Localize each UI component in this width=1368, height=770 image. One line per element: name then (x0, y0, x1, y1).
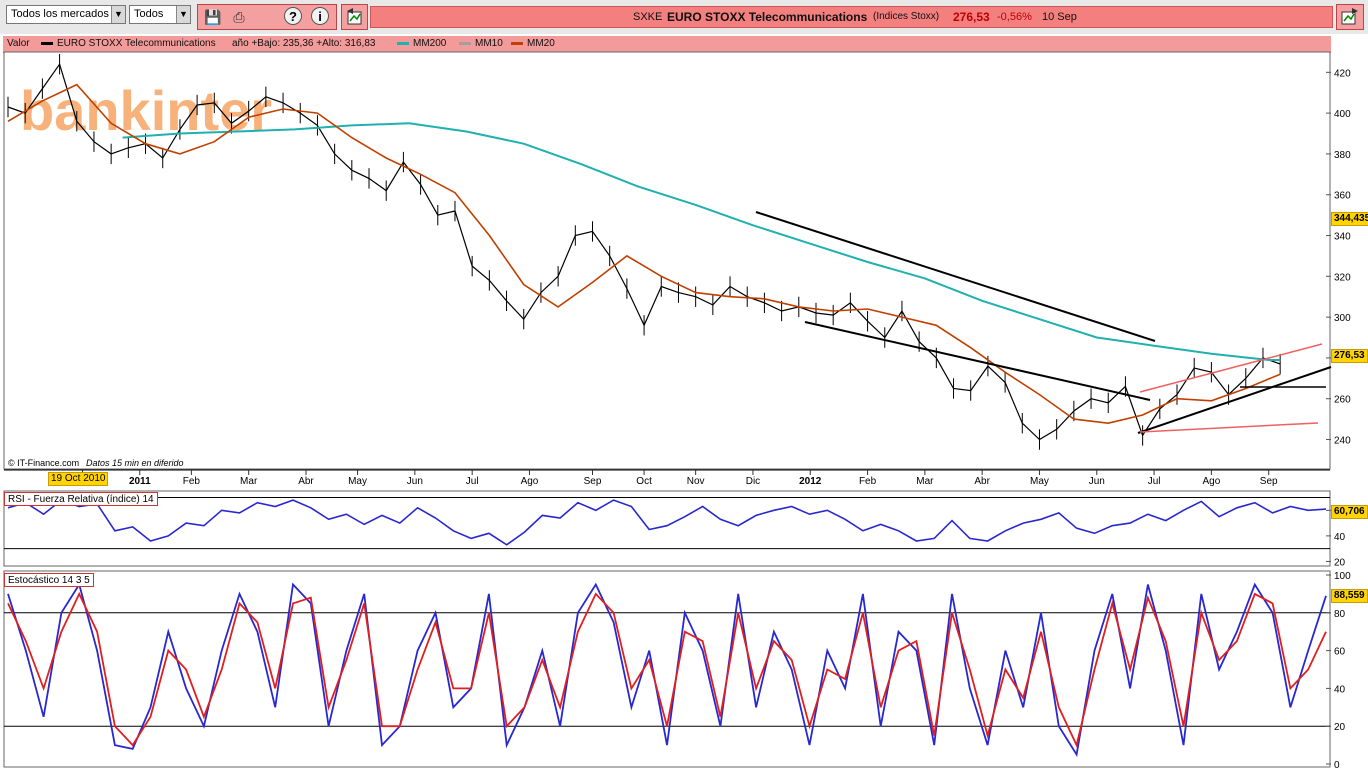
filter-select[interactable]: Todos ▼ (129, 5, 191, 24)
legend-mm200: MM200 (397, 38, 446, 49)
quote-change: -0,56% (997, 11, 1032, 23)
y-tick-label: 240 (1334, 436, 1351, 447)
y-tick-label: 320 (1334, 272, 1351, 283)
stoch-value-tag: 88,559 (1331, 589, 1368, 603)
legend-range: año +Bajo: 235,36 +Alto: 316,83 (232, 38, 376, 49)
trendline-lower-black (804, 321, 1151, 401)
y-tick-label: 360 (1334, 191, 1351, 202)
save-icon[interactable]: 💾 (204, 9, 222, 25)
rsi-y-tick-label: 20 (1334, 557, 1346, 568)
x-tick-label: Oct (636, 476, 652, 487)
legend-price: EURO STOXX Telecommunications (41, 38, 216, 49)
legend-valor: Valor (7, 38, 30, 49)
mm20-swatch (511, 41, 523, 45)
stoch-y-tick-label: 100 (1334, 571, 1351, 582)
y-tick-label: 400 (1334, 109, 1351, 120)
price-swatch (41, 41, 53, 45)
x-tick-label: Feb (183, 476, 201, 487)
quote-price: 276,53 (953, 10, 990, 24)
y-tick-label: 300 (1334, 313, 1351, 324)
y-tick-label: 340 (1334, 232, 1351, 243)
chevron-down-icon: ▼ (176, 6, 190, 23)
x-tick-label: Jul (466, 476, 479, 487)
chevron-down-icon: ▼ (111, 6, 125, 23)
channel-lower-red (1139, 422, 1319, 433)
help-icon[interactable]: ? (284, 7, 302, 25)
x-tick-label: Sep (584, 476, 602, 487)
x-tick-label: Mar (916, 476, 934, 487)
x-tick-label: Sep (1260, 476, 1278, 487)
rsi-label: RSI - Fuerza Relativa (índice) 14 (4, 492, 158, 506)
toolbar: Todos los mercados ▼ Todos ▼ 💾 ⎙ ? i SXK… (0, 0, 1368, 34)
x-tick-label: Mar (240, 476, 258, 487)
legend-bar: Valor EURO STOXX Telecommunications año … (3, 36, 1331, 53)
market-select-value: Todos los mercados (11, 8, 109, 20)
date-tag: 19 Oct 2010 (48, 472, 109, 486)
x-tick-label: Dic (746, 476, 760, 487)
legend-mm10-label: MM10 (475, 38, 503, 49)
rsi-line (7, 499, 1327, 546)
filter-select-value: Todos (134, 8, 164, 20)
price-panel (3, 51, 1331, 470)
x-tick-label: Jun (407, 476, 423, 487)
x-tick-label: Ago (521, 476, 539, 487)
y-tick-label: 260 (1334, 395, 1351, 406)
legend-mm200-label: MM200 (413, 38, 447, 49)
x-tick-label: May (348, 476, 367, 487)
quote-bar: SXKE EURO STOXX Telecommunications (Indi… (370, 6, 1333, 28)
print-icon[interactable]: ⎙ (233, 9, 245, 25)
rsi-label-text: RSI - Fuerza Relativa (índice) 14 (8, 494, 154, 505)
mm20-line (7, 83, 1281, 425)
quote-ticker: SXKE (633, 11, 663, 23)
x-tick-label: Feb (859, 476, 877, 487)
legend-mm10: MM10 (459, 38, 503, 49)
quote-date: 10 Sep (1042, 11, 1077, 23)
trendline-upper-black (755, 211, 1156, 342)
mm200-line (122, 122, 1281, 361)
channel-upper-red (1139, 343, 1323, 393)
legend-series-name: EURO STOXX Telecommunications (57, 38, 216, 49)
stoch-y-tick-label: 60 (1334, 647, 1346, 658)
source-credit: © IT-Finance.com (8, 458, 80, 468)
stoch-y-tick-label: 0 (1334, 760, 1340, 770)
x-tick-label: 2011 (129, 476, 151, 487)
stoch-k-line (7, 582, 1327, 757)
stoch-y-tick-label: 80 (1334, 609, 1346, 620)
y-tick-label: 380 (1334, 150, 1351, 161)
quote-index: (Indices Stoxx) (873, 11, 940, 22)
x-tick-label: 2012 (799, 476, 822, 487)
mark-tag: 344,435 (1331, 212, 1368, 226)
forward-chart-icon[interactable] (1340, 8, 1360, 26)
market-select[interactable]: Todos los mercados ▼ (6, 5, 126, 24)
trendline-support-black (1137, 366, 1332, 434)
x-tick-label: Jul (1148, 476, 1161, 487)
last-price-tag: 276,53 (1331, 349, 1368, 363)
back-chart-icon[interactable] (345, 8, 365, 26)
stoch-d-line (7, 591, 1327, 748)
trendlines (755, 211, 1332, 434)
stoch-label-text: Estocástico 14 3 5 (8, 575, 90, 586)
mm10-swatch (459, 41, 471, 45)
info-icon[interactable]: i (311, 7, 329, 25)
stoch-y-tick-label: 20 (1334, 722, 1346, 733)
x-tick-label: Abr (298, 476, 314, 487)
legend-mm20-label: MM20 (527, 38, 555, 49)
x-tick-label: Ago (1202, 476, 1220, 487)
x-tick-label: Nov (687, 476, 705, 487)
rsi-value-tag: 60,706 (1331, 505, 1368, 519)
x-tick-label: May (1030, 476, 1049, 487)
legend-mm20: MM20 (511, 38, 555, 49)
mm200-swatch (397, 41, 409, 45)
stoch-label: Estocástico 14 3 5 (4, 573, 94, 587)
quote-name: EURO STOXX Telecommunications (667, 10, 868, 24)
delay-note: Datos 15 min en diferido (86, 458, 184, 468)
x-tick-label: Abr (974, 476, 990, 487)
x-tick-label: Jun (1089, 476, 1105, 487)
y-tick-label: 420 (1334, 68, 1351, 79)
rsi-y-tick-label: 40 (1334, 532, 1346, 543)
stoch-y-tick-label: 40 (1334, 684, 1346, 695)
rsi-panel (3, 490, 1331, 567)
